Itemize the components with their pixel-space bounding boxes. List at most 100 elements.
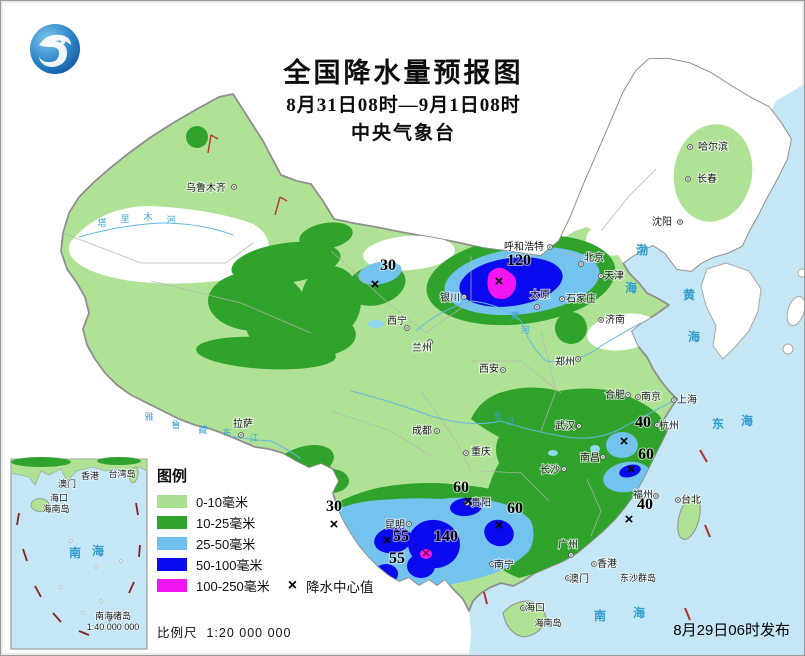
city-dot-core (561, 298, 563, 300)
city-dot-core (578, 425, 580, 427)
precip-value: 40 (637, 496, 653, 513)
rain-100-250 (420, 267, 517, 559)
city-label: 北京 (584, 251, 604, 264)
city-dot-core (602, 456, 604, 458)
precip-value: 60 (638, 446, 654, 463)
legend-row: 25-50毫米 (157, 533, 374, 554)
river-labels: 塔里木河雅鲁藏布江黄河长江 (97, 211, 529, 443)
city-dot-core (406, 327, 408, 329)
city-label: 合肥 (605, 388, 625, 401)
city-dot-core (408, 523, 410, 525)
inset-label: 1:40 000 000 (87, 622, 140, 632)
legend-row: 10-25毫米 (157, 512, 374, 533)
city-label: 济南 (605, 313, 625, 326)
precip-value: 40 (635, 414, 651, 431)
city-label: 武汉 (555, 419, 575, 432)
precip-center-cross: × (627, 461, 636, 478)
sea-name-char: 海 (688, 329, 700, 344)
legend-row: 0-10毫米 (157, 491, 374, 512)
city-label: 长春 (697, 173, 717, 185)
inset-label: 南海诸岛 (95, 610, 131, 621)
river-name-char: 塔 (97, 217, 106, 228)
sea-name-char: 渤 (636, 242, 648, 257)
city-dot-core (570, 554, 572, 556)
city-label: 西宁 (387, 314, 407, 327)
inset-label: 澳门 (58, 478, 76, 489)
city-dot-core (600, 275, 602, 277)
legend-swatch (157, 579, 187, 592)
legend-row: 100-250毫米 × 降水中心值 (157, 575, 374, 596)
city-label: 南京 (641, 390, 661, 403)
south-china-sea-inset: 香港 台湾岛澳门海口海南岛南海诸岛1:40 000 000 南海 (10, 457, 148, 650)
city-dot-core (465, 452, 467, 454)
city-dot-core (673, 399, 675, 401)
sea-area (469, 84, 804, 655)
city-label: 澳门 (569, 572, 589, 585)
nine-dash-line (16, 502, 141, 636)
precip-center-cross: × (464, 493, 473, 510)
sea-name-char: 海 (741, 413, 753, 428)
city-label: 哈尔滨 (698, 140, 728, 153)
precip-center-cross: × (422, 545, 431, 562)
legend-swatch (157, 537, 187, 550)
city-dot-core (549, 246, 551, 248)
city-dot-core (233, 186, 235, 188)
river-name-char: 藏 (198, 424, 207, 435)
city-label: 昆明 (385, 519, 405, 531)
sea-name-char: 海 (633, 605, 645, 620)
river-name-char: 河 (166, 214, 175, 225)
city-dot-core (466, 502, 468, 504)
city-label: 福州 (633, 488, 653, 501)
city-label: 成都 (412, 425, 432, 437)
scale-bar: 比例尺 1:20 000 000 (157, 622, 291, 641)
inset-label: 海口 (50, 492, 68, 503)
sea-labels: 渤海 黄海东 海南海 (594, 242, 753, 623)
city-dot-core (637, 396, 639, 398)
province-borders (62, 168, 657, 537)
city-dot-core (593, 563, 595, 565)
page-title: 全国降水量预报图 (283, 58, 524, 88)
city-label: 太原 (530, 288, 550, 301)
city-dot-core (567, 577, 569, 579)
center-value-label: 降水中心值 (306, 579, 374, 595)
city-dot-core (580, 263, 582, 265)
river-name-char: 江 (506, 417, 515, 427)
sea-name-char: 海 (625, 280, 637, 295)
precip-center-cross: × (620, 433, 629, 450)
legend-swatch (157, 558, 187, 571)
legend-range-label: 0-10毫米 (196, 495, 249, 510)
city-label: 南宁 (494, 558, 514, 571)
city-dot-core (522, 607, 524, 609)
river-name-char: 雅 (144, 411, 153, 422)
city-dot-core (502, 369, 504, 371)
precip-value: 55 (389, 550, 405, 567)
city-label: 台北 (681, 493, 701, 506)
river-name-char: 长 (493, 410, 502, 421)
precip-center-cross: × (383, 532, 392, 549)
hainan-island (502, 600, 547, 638)
inset-label: 海南岛 (42, 503, 69, 514)
river-name-char: 河 (520, 324, 529, 335)
scale-value: 1:20 000 000 (206, 626, 292, 640)
city-label: 天津 (604, 270, 624, 282)
sea-name-char: 东 (712, 416, 724, 431)
precip-center-cross: × (495, 273, 504, 290)
city-dot-core (563, 468, 565, 470)
river-name-char: 布 (222, 427, 231, 438)
precip-center-cross: × (330, 516, 339, 533)
inset-sea-char: 南 (69, 545, 81, 560)
city-dot-core (656, 424, 658, 426)
city-dot-core (240, 434, 242, 436)
korea-landmass (700, 262, 762, 360)
city-label: 呼和浩特 (504, 241, 544, 253)
city-dot-core (687, 178, 689, 180)
city-label: 长沙 (540, 464, 560, 476)
city-dot-core (677, 499, 679, 501)
city-label: 重庆 (471, 445, 491, 458)
city-label: 西安 (479, 362, 499, 375)
sea-name-char: 黄 (683, 287, 695, 302)
legend-range-label: 10-25毫米 (196, 516, 256, 531)
wind-symbols (207, 134, 288, 216)
